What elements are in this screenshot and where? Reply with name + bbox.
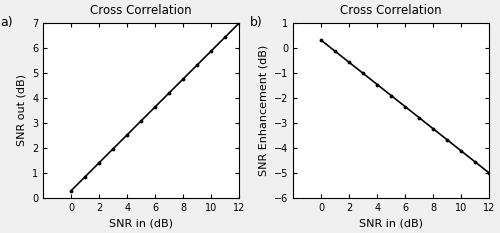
Text: b): b) bbox=[250, 16, 263, 29]
Y-axis label: SNR out (dB): SNR out (dB) bbox=[16, 75, 26, 147]
Text: a): a) bbox=[0, 16, 12, 29]
X-axis label: SNR in (dB): SNR in (dB) bbox=[360, 219, 424, 229]
Title: Cross Correlation: Cross Correlation bbox=[340, 4, 442, 17]
X-axis label: SNR in (dB): SNR in (dB) bbox=[110, 219, 174, 229]
Title: Cross Correlation: Cross Correlation bbox=[90, 4, 192, 17]
Y-axis label: SNR Enhancement (dB): SNR Enhancement (dB) bbox=[258, 45, 268, 176]
